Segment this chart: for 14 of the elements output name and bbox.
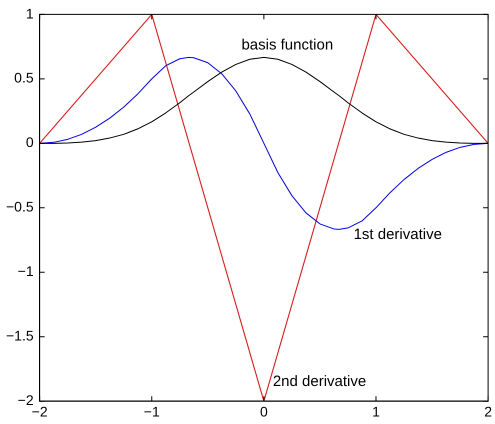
- y-tick-label: 0.5: [14, 70, 34, 86]
- x-tick-label: 0: [260, 403, 268, 420]
- y-tick-label: −0.5: [6, 198, 34, 215]
- x-tick-label: 2: [484, 403, 492, 420]
- x-tick-label: −1: [144, 403, 160, 420]
- annotation: basis function: [241, 36, 334, 54]
- annotation: 1st derivative: [354, 226, 442, 244]
- y-tick-label: 1: [26, 5, 34, 22]
- y-tick-label: −1.5: [6, 328, 34, 344]
- y-tick-label: −1: [18, 263, 34, 280]
- y-tick-label: 0: [26, 134, 34, 150]
- y-tick-label: −2: [18, 392, 34, 408]
- annotation: 2nd derivative: [272, 373, 366, 390]
- x-tick-label: 1: [372, 403, 380, 420]
